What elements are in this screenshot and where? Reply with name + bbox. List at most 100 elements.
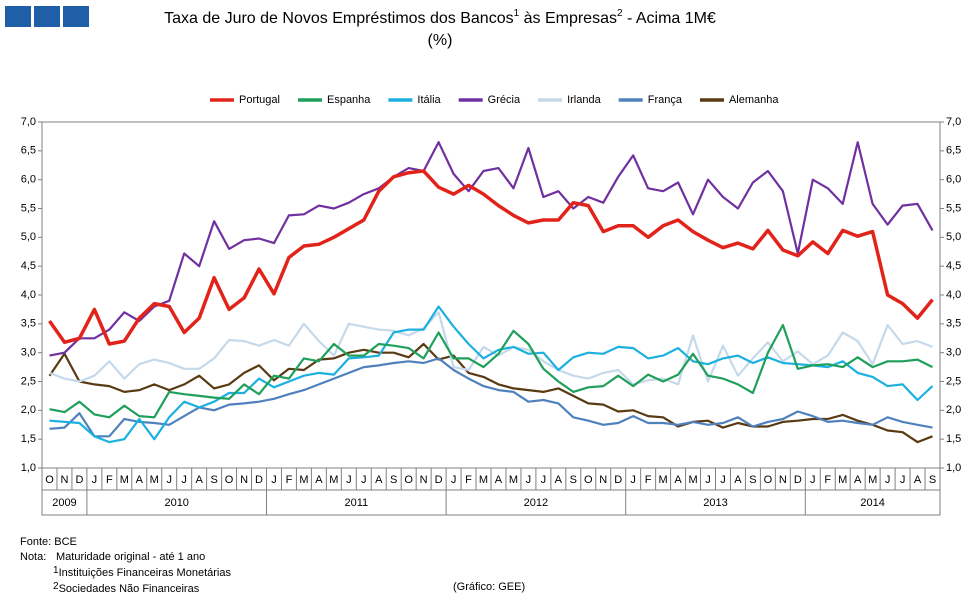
x-tick-label: J bbox=[526, 474, 532, 486]
x-tick-label: M bbox=[299, 474, 308, 486]
legend-label: Alemanha bbox=[729, 94, 779, 106]
x-tick-label: J bbox=[630, 474, 636, 486]
x-tick-label: A bbox=[674, 474, 682, 486]
series-line bbox=[48, 169, 934, 346]
x-tick-label: A bbox=[195, 474, 203, 486]
x-tick-label: D bbox=[614, 474, 622, 486]
legend-label: Espanha bbox=[327, 94, 371, 106]
y2-tick-label: 1,5 bbox=[946, 433, 961, 445]
title-sup: 1 bbox=[514, 8, 520, 19]
footnote: 2Sociedades Não Financeiras bbox=[53, 581, 200, 595]
x-tick-label: O bbox=[404, 474, 413, 486]
x-tick-label: J bbox=[720, 474, 726, 486]
y-tick-label: 2,5 bbox=[21, 375, 36, 387]
note: Maturidade original - até 1 ano bbox=[56, 551, 205, 563]
footnote-text: Instituições Financeiras Monetárias bbox=[59, 567, 232, 579]
year-label: 2009 bbox=[52, 497, 76, 509]
x-tick-label: D bbox=[794, 474, 802, 486]
title-part: às Empresas bbox=[519, 10, 617, 27]
plot-frame bbox=[41, 121, 941, 469]
y-tick-label: 4,0 bbox=[21, 289, 36, 301]
series-line bbox=[49, 311, 933, 386]
title-part: - Acima 1M€ bbox=[623, 10, 716, 27]
logo-square bbox=[5, 6, 31, 27]
y-tick-label: 6,0 bbox=[21, 174, 36, 186]
x-tick-label: A bbox=[914, 474, 922, 486]
x-tick-label: D bbox=[255, 474, 263, 486]
x-tick-label: A bbox=[854, 474, 862, 486]
y-tick-label: 6,5 bbox=[21, 145, 36, 157]
note-label: Nota: bbox=[20, 551, 46, 563]
x-tick-label: F bbox=[286, 474, 293, 486]
year-label: 2012 bbox=[524, 497, 548, 509]
y-tick-label: 5,0 bbox=[21, 231, 36, 243]
x-tick-label: J bbox=[271, 474, 277, 486]
series-line bbox=[48, 342, 933, 444]
x-tick-label: A bbox=[375, 474, 383, 486]
y-tick-label: 4,5 bbox=[21, 260, 36, 272]
x-tick-label: A bbox=[555, 474, 563, 486]
footnote-text: Sociedades Não Financeiras bbox=[59, 583, 200, 595]
x-tick-label: M bbox=[838, 474, 847, 486]
x-tick-label: D bbox=[75, 474, 83, 486]
x-tick-label: O bbox=[225, 474, 234, 486]
year-label: 2011 bbox=[344, 497, 368, 509]
title-sup: 2 bbox=[617, 8, 623, 19]
x-tick-label: M bbox=[688, 474, 697, 486]
x-tick-label: S bbox=[390, 474, 397, 486]
x-tick-label: N bbox=[240, 474, 248, 486]
logo-square bbox=[63, 6, 89, 27]
y-tick-label: 1,5 bbox=[21, 433, 36, 445]
chart-title: Taxa de Juro de Novos Empréstimos dos Ba… bbox=[164, 8, 716, 28]
credit: (Gráfico: GEE) bbox=[453, 581, 525, 593]
series-line bbox=[49, 357, 933, 438]
legend-label: Irlanda bbox=[567, 94, 602, 106]
source: Fonte: BCE bbox=[20, 536, 77, 548]
x-tick-label: N bbox=[60, 474, 68, 486]
legend-label: Grécia bbox=[488, 94, 521, 106]
x-tick-label: J bbox=[361, 474, 367, 486]
y-tick-label: 2,0 bbox=[21, 404, 36, 416]
legend-label: Portugal bbox=[239, 94, 280, 106]
x-tick-label: J bbox=[166, 474, 172, 486]
y-tick-label: 1,0 bbox=[21, 462, 36, 474]
x-tick-label: F bbox=[824, 474, 831, 486]
x-tick-label: N bbox=[599, 474, 607, 486]
x-tick-label: M bbox=[329, 474, 338, 486]
x-tick-label: A bbox=[315, 474, 323, 486]
x-tick-label: M bbox=[659, 474, 668, 486]
x-tick-label: J bbox=[900, 474, 906, 486]
y2-tick-label: 7,0 bbox=[946, 116, 961, 128]
y2-tick-label: 6,0 bbox=[946, 174, 961, 186]
footnote-mark: 1 bbox=[53, 565, 59, 576]
x-tick-label: S bbox=[749, 474, 756, 486]
series-line bbox=[49, 323, 933, 419]
y2-tick-label: 5,0 bbox=[946, 231, 961, 243]
y-tick-label: 3,5 bbox=[21, 318, 36, 330]
y2-tick-label: 3,0 bbox=[946, 347, 961, 359]
y2-tick-label: 1,0 bbox=[946, 462, 961, 474]
x-tick-label: J bbox=[885, 474, 891, 486]
x-tick-label: S bbox=[570, 474, 577, 486]
footnote: 1Instituições Financeiras Monetárias bbox=[53, 565, 231, 579]
x-tick-label: S bbox=[929, 474, 936, 486]
x-tick-label: O bbox=[584, 474, 593, 486]
x-tick-label: J bbox=[810, 474, 816, 486]
x-tick-label: N bbox=[779, 474, 787, 486]
logo-square bbox=[34, 6, 60, 27]
x-tick-label: M bbox=[120, 474, 129, 486]
series-line bbox=[49, 141, 934, 357]
x-tick-label: J bbox=[92, 474, 98, 486]
year-label: 2010 bbox=[164, 497, 188, 509]
x-tick-label: F bbox=[465, 474, 472, 486]
footnote-mark: 2 bbox=[53, 581, 59, 592]
y2-tick-label: 6,5 bbox=[946, 145, 961, 157]
legend-label: Itália bbox=[417, 94, 441, 106]
y2-tick-label: 4,5 bbox=[946, 260, 961, 272]
series-line bbox=[49, 305, 934, 444]
x-tick-label: J bbox=[541, 474, 547, 486]
year-label: 2013 bbox=[703, 497, 727, 509]
y-tick-label: 3,0 bbox=[21, 347, 36, 359]
x-tick-label: N bbox=[420, 474, 428, 486]
